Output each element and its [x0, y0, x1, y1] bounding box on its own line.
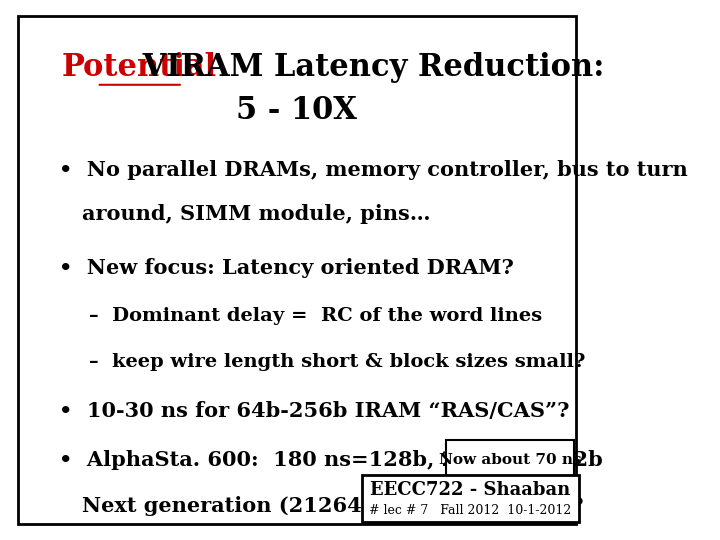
Text: Potential: Potential — [62, 52, 217, 83]
Text: Now about 70 ns: Now about 70 ns — [439, 453, 582, 467]
Text: •  New focus: Latency oriented DRAM?: • New focus: Latency oriented DRAM? — [59, 258, 514, 278]
FancyBboxPatch shape — [446, 440, 574, 482]
Text: •  10-30 ns for 64b-256b IRAM “RAS/CAS”?: • 10-30 ns for 64b-256b IRAM “RAS/CAS”? — [59, 401, 570, 421]
Text: 5 - 10X: 5 - 10X — [236, 95, 357, 126]
FancyBboxPatch shape — [18, 16, 576, 524]
Text: •  No parallel DRAMs, memory controller, bus to turn: • No parallel DRAMs, memory controller, … — [59, 160, 688, 180]
Text: VIRAM Latency Reduction:: VIRAM Latency Reduction: — [132, 52, 604, 83]
FancyBboxPatch shape — [362, 475, 579, 522]
Text: •  AlphaSta. 600:  180 ns=128b, 270 ns= 512b: • AlphaSta. 600: 180 ns=128b, 270 ns= 51… — [59, 450, 603, 470]
Text: around, SIMM module, pins…: around, SIMM module, pins… — [82, 204, 431, 224]
Text: –  keep wire length short & block sizes small?: – keep wire length short & block sizes s… — [89, 354, 585, 372]
Text: # lec # 7   Fall 2012  10-1-2012: # lec # 7 Fall 2012 10-1-2012 — [369, 504, 572, 517]
Text: Next generation (21264): 180 ns for 512b?: Next generation (21264): 180 ns for 512b… — [82, 496, 583, 516]
Text: –  Dominant delay =  RC of the word lines: – Dominant delay = RC of the word lines — [89, 307, 542, 325]
Text: EECC722 - Shaaban: EECC722 - Shaaban — [371, 481, 571, 499]
